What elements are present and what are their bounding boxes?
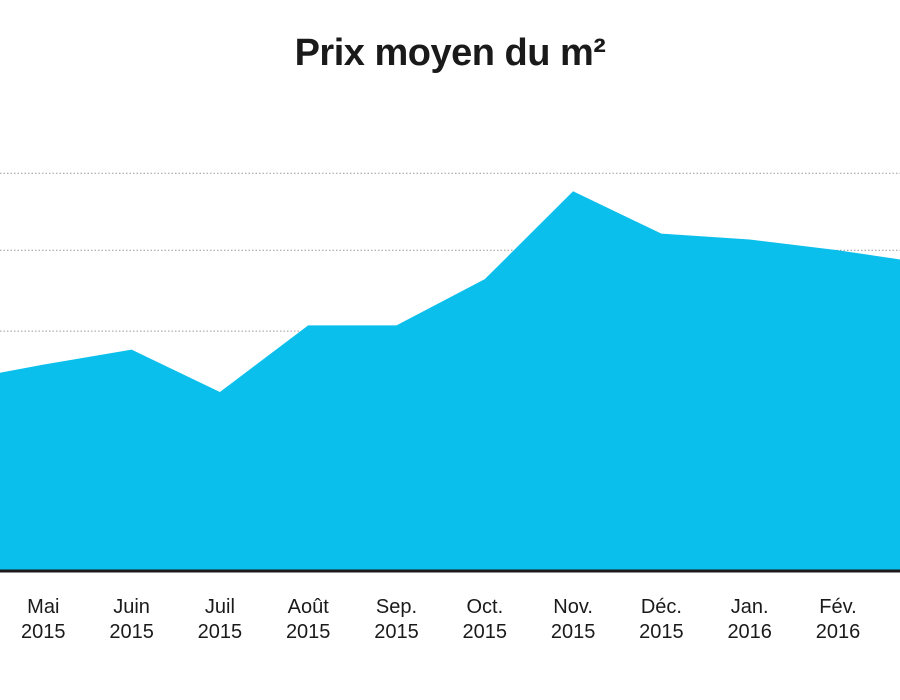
x-tick-label-year-10: 2016 <box>816 621 861 643</box>
x-tick-label-month-3: Juil <box>205 596 235 618</box>
x-tick-label-year-3: 2015 <box>198 621 243 643</box>
x-tick-label-month-2: Juin <box>113 596 150 618</box>
area-series <box>0 191 900 570</box>
x-tick-label-year-7: 2015 <box>551 621 596 643</box>
x-tick-label-year-6: 2015 <box>463 621 508 643</box>
chart-title: Prix moyen du m² <box>294 32 606 74</box>
x-tick-label-month-4: Août <box>288 596 330 618</box>
x-tick-label-year-8: 2015 <box>639 621 684 643</box>
x-tick-label-year-2: 2015 <box>109 621 154 643</box>
x-tick-label-month-9: Jan. <box>731 596 769 618</box>
x-tick-labels: Avr.2015Mai2015Juin2015Juil2015Août2015S… <box>21 596 861 643</box>
x-tick-label-year-4: 2015 <box>286 621 331 643</box>
x-tick-label-month-8: Déc. <box>641 596 682 618</box>
x-tick-label-year-5: 2015 <box>374 621 419 643</box>
x-tick-label-month-1: Mai <box>27 596 59 618</box>
x-tick-label-year-1: 2015 <box>21 621 66 643</box>
x-tick-label-month-5: Sep. <box>376 596 417 618</box>
x-tick-label-month-10: Fév. <box>819 596 856 618</box>
x-tick-label-month-6: Oct. <box>466 596 503 618</box>
x-tick-label-month-7: Nov. <box>553 596 593 618</box>
area-fill <box>0 191 900 570</box>
x-tick-label-year-9: 2016 <box>727 621 772 643</box>
